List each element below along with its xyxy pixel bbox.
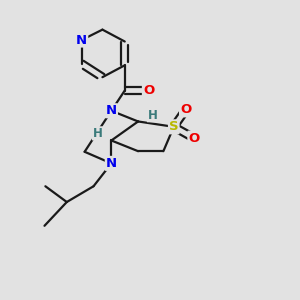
Text: N: N	[106, 157, 117, 170]
Text: O: O	[188, 132, 200, 145]
Text: H: H	[92, 127, 102, 140]
Text: H: H	[147, 109, 157, 122]
Text: N: N	[106, 104, 117, 117]
Text: N: N	[76, 34, 87, 46]
Text: O: O	[143, 84, 154, 97]
Text: O: O	[180, 103, 191, 116]
Text: S: S	[169, 120, 178, 133]
